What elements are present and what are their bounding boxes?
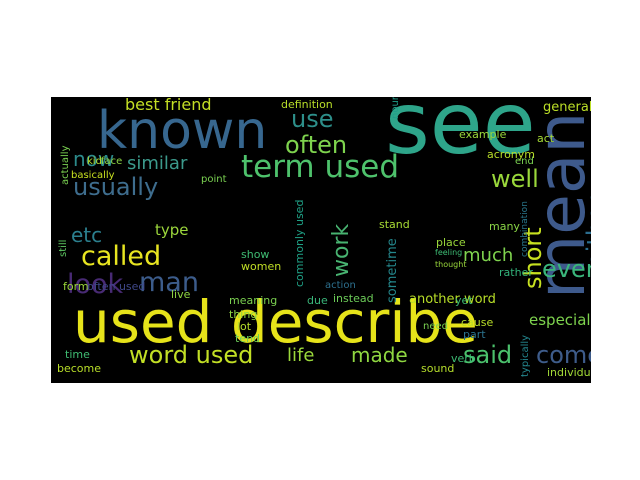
- word: commonly used: [293, 199, 306, 287]
- word: action: [325, 280, 356, 291]
- word: etc: [71, 223, 103, 247]
- word: sound: [421, 362, 455, 375]
- word: look: [67, 269, 124, 300]
- word: called: [81, 241, 162, 272]
- word: generally: [543, 100, 591, 115]
- word: often used: [87, 280, 146, 293]
- word: work: [329, 223, 354, 277]
- word: much: [463, 245, 514, 266]
- word: typically: [520, 334, 531, 377]
- word: often: [285, 131, 348, 159]
- word: time: [65, 348, 90, 361]
- word: due: [307, 294, 328, 307]
- word: life: [287, 345, 315, 366]
- word: instead: [333, 292, 374, 305]
- word: part: [463, 328, 486, 341]
- word: noun: [390, 97, 401, 119]
- word: kid: [87, 156, 102, 167]
- word: see: [385, 97, 536, 174]
- word: use: [291, 105, 334, 133]
- word: form: [63, 280, 89, 293]
- word: acronym: [487, 148, 535, 161]
- word: rather: [499, 266, 533, 279]
- word: point: [201, 174, 227, 185]
- word: example: [459, 128, 507, 141]
- word: type: [155, 221, 189, 239]
- word: known: [97, 101, 268, 161]
- word: word used: [129, 341, 254, 369]
- word: women: [241, 260, 282, 273]
- word: lot: [237, 320, 252, 333]
- word: sometime: [385, 238, 400, 303]
- word: especially: [529, 311, 591, 329]
- word: thought: [435, 260, 467, 269]
- word: stand: [379, 218, 410, 231]
- word: thing: [229, 308, 258, 321]
- word: live: [171, 288, 191, 301]
- word: cause: [461, 316, 494, 329]
- word: face: [101, 156, 123, 167]
- word: usually: [73, 173, 159, 201]
- word: used describe: [73, 288, 478, 356]
- word: still: [58, 239, 69, 257]
- word: become: [57, 362, 102, 375]
- word: now: [73, 147, 115, 171]
- word: place: [436, 236, 466, 249]
- word-cloud: one used describe see known mean term us…: [51, 97, 591, 383]
- word: tend: [235, 332, 261, 345]
- word: made: [351, 343, 408, 367]
- word: come: [536, 341, 591, 369]
- word: individual: [547, 366, 591, 379]
- word: actually: [60, 145, 71, 186]
- word: show: [241, 248, 270, 261]
- word: feeling: [435, 248, 463, 257]
- word: man: [139, 267, 199, 298]
- word: said: [463, 341, 513, 369]
- word: end: [515, 156, 534, 167]
- word: best friend: [125, 97, 212, 114]
- word: basically: [71, 170, 115, 181]
- word: combination: [520, 201, 530, 257]
- word: definition: [281, 98, 333, 111]
- word: meaning: [229, 294, 278, 307]
- word: need: [423, 321, 448, 332]
- word: term used: [241, 149, 400, 185]
- word: well: [491, 165, 539, 193]
- word: yet: [455, 294, 473, 307]
- word: verb: [451, 352, 476, 365]
- word: act: [537, 132, 555, 145]
- word: many: [489, 220, 520, 233]
- word: another word: [409, 292, 496, 307]
- word: similar: [127, 153, 188, 174]
